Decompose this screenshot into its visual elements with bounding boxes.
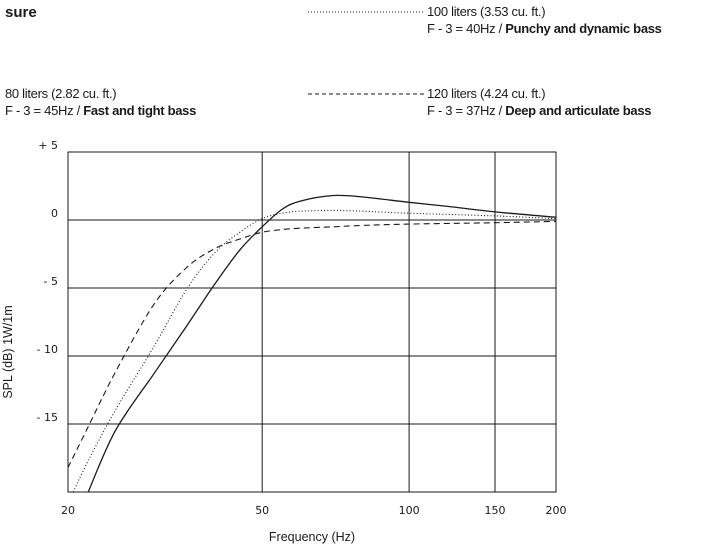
x-axis-label: Frequency (Hz) — [269, 530, 355, 544]
legend-volume-label: 120 liters (4.24 cu. ft.) — [427, 86, 546, 101]
y-tick-label: + 5 — [38, 139, 58, 152]
y-tick-label: - 5 — [44, 275, 58, 288]
chart-tick-labels: 20 50 100 150 200 + 5 0 - 5 - 10 - 15 — [37, 139, 567, 517]
legend-volume-label: 100 liters (3.53 cu. ft.) — [427, 4, 546, 19]
legend-swatch-dashed — [308, 93, 424, 95]
legend-f3-prefix: F - 3 = 40Hz / — [427, 21, 506, 36]
page-title: sure — [5, 4, 37, 21]
legend-entry-100l: 100 liters (3.53 cu. ft.) F - 3 = 40Hz /… — [427, 3, 662, 37]
legend-swatch-dotted — [308, 11, 424, 13]
legend-f3-label: F - 3 = 40Hz / Punchy and dynamic bass — [427, 20, 662, 37]
x-tick-label: 100 — [399, 504, 420, 517]
legend-f3-label: F - 3 = 45Hz / Fast and tight bass — [5, 102, 196, 119]
chart-curves — [68, 194, 556, 492]
plot-frame — [67, 151, 557, 493]
y-tick-label: 0 — [51, 207, 58, 220]
y-axis-label: SPL (dB) 1W/1m — [1, 305, 15, 398]
x-tick-label: 50 — [255, 504, 269, 517]
x-tick-label: 150 — [485, 504, 506, 517]
legend-f3-description: Deep and articulate bass — [505, 103, 652, 118]
legend-entry-120l: 120 liters (4.24 cu. ft.) F - 3 = 37Hz /… — [427, 85, 652, 119]
legend-entry-80l: 80 liters (2.82 cu. ft.) F - 3 = 45Hz / … — [5, 85, 196, 119]
legend-f3-label: F - 3 = 37Hz / Deep and articulate bass — [427, 102, 652, 119]
series-line-solid — [87, 194, 556, 492]
legend-f3-description: Punchy and dynamic bass — [505, 21, 662, 36]
series-line-dashed — [68, 220, 556, 468]
legend-f3-prefix: F - 3 = 37Hz / — [427, 103, 506, 118]
y-tick-label: - 10 — [37, 343, 58, 356]
y-tick-label: - 15 — [37, 411, 58, 424]
x-tick-label: 200 — [546, 504, 567, 517]
chart-grid — [68, 152, 556, 492]
legend-volume-label: 80 liters (2.82 cu. ft.) — [5, 86, 117, 101]
x-tick-label: 20 — [61, 504, 75, 517]
series-line-dotted — [72, 209, 556, 492]
legend-f3-description: Fast and tight bass — [83, 103, 196, 118]
legend-f3-prefix: F - 3 = 45Hz / — [5, 103, 84, 118]
